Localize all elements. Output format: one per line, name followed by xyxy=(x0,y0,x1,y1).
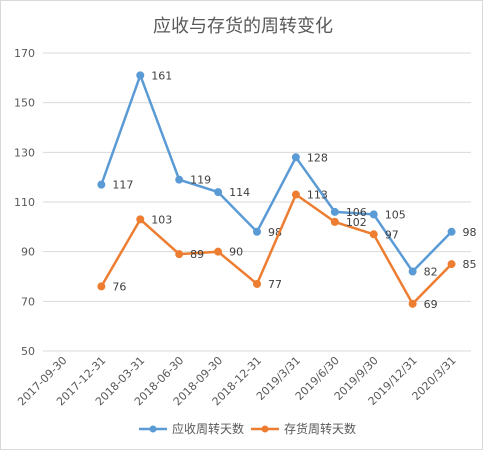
data-point xyxy=(291,153,300,162)
series-line xyxy=(100,193,453,306)
data-point xyxy=(408,267,417,276)
data-point xyxy=(97,282,106,291)
data-label: 76 xyxy=(112,280,126,293)
data-label: 89 xyxy=(190,248,204,261)
series-2: 76 103 89 90 77 113 102 97 69 85 xyxy=(97,189,477,311)
data-point xyxy=(175,250,184,259)
data-point xyxy=(136,215,145,224)
data-label: 98 xyxy=(463,226,477,239)
legend-label: 应收周转天数 xyxy=(172,421,244,436)
data-label: 69 xyxy=(424,298,438,311)
data-label: 106 xyxy=(346,206,367,219)
chart-title: 应收与存货的周转变化 xyxy=(153,16,333,37)
x-axis-tick-labels: 2017-09-302017-12-312018-03-312018-06-30… xyxy=(15,354,458,408)
data-label: 128 xyxy=(307,151,328,164)
data-point xyxy=(330,217,339,226)
data-point xyxy=(330,207,339,216)
data-point xyxy=(447,260,456,269)
data-label: 85 xyxy=(463,258,477,271)
data-point xyxy=(369,210,378,219)
legend: 应收周转天数 存货周转天数 xyxy=(139,421,356,436)
y-tick-label: 150 xyxy=(14,97,35,110)
series-line xyxy=(100,74,453,273)
data-point xyxy=(369,230,378,239)
legend-marker xyxy=(149,425,157,433)
y-tick-label: 170 xyxy=(14,47,35,60)
data-label: 161 xyxy=(151,69,172,82)
y-axis-tick-labels: 50 70 90 110 130 150 170 xyxy=(14,47,35,358)
data-point xyxy=(214,188,223,197)
data-label: 103 xyxy=(151,213,172,226)
data-point xyxy=(447,227,456,236)
data-point xyxy=(253,279,261,288)
data-point xyxy=(97,180,106,189)
data-point xyxy=(408,299,417,308)
legend-label: 存货周转天数 xyxy=(284,421,356,436)
legend-marker xyxy=(261,425,269,433)
data-point xyxy=(214,247,223,256)
legend-item-2: 存货周转天数 xyxy=(251,421,356,436)
legend-item-1: 应收周转天数 xyxy=(139,421,244,436)
data-point xyxy=(136,71,145,80)
data-label: 113 xyxy=(307,189,328,202)
data-point xyxy=(175,175,184,184)
data-label: 82 xyxy=(424,266,438,279)
data-label: 119 xyxy=(190,174,211,187)
y-tick-label: 90 xyxy=(21,246,35,259)
data-label: 114 xyxy=(229,186,250,199)
y-tick-label: 50 xyxy=(21,345,35,358)
data-label: 90 xyxy=(229,246,243,259)
data-label: 117 xyxy=(112,179,133,192)
data-label: 102 xyxy=(346,216,367,229)
y-tick-label: 110 xyxy=(14,196,35,209)
grid-lines xyxy=(43,52,471,352)
y-tick-label: 70 xyxy=(21,295,35,308)
data-label: 77 xyxy=(268,278,282,291)
data-label: 105 xyxy=(385,208,406,221)
y-tick-label: 130 xyxy=(14,146,35,159)
data-point xyxy=(253,227,261,236)
data-label: 97 xyxy=(385,228,399,241)
data-point xyxy=(291,190,300,199)
